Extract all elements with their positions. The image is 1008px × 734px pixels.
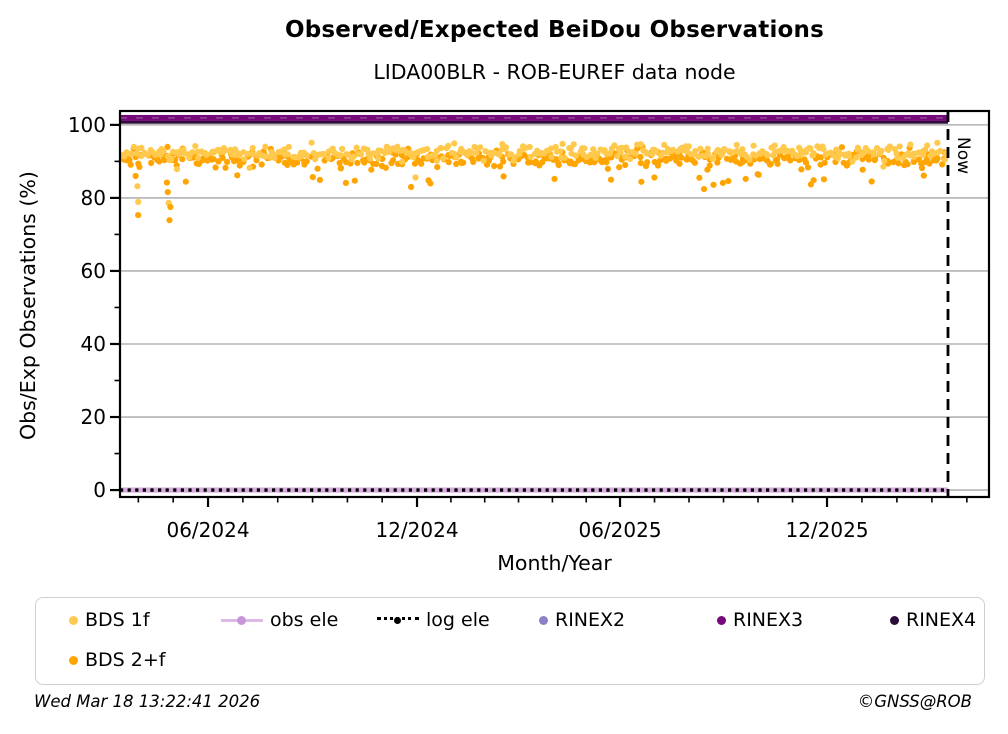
scatter-outliers xyxy=(132,172,927,224)
svg-text:60: 60 xyxy=(81,259,106,283)
legend-marker-dot-icon xyxy=(69,655,78,665)
now-label: Now xyxy=(953,137,973,174)
svg-text:80: 80 xyxy=(81,186,106,210)
chart-title: Observed/Expected BeiDou Observations xyxy=(284,17,824,43)
svg-text:0: 0 xyxy=(93,478,106,502)
legend-item-bds-1f: BDS 1f xyxy=(69,605,150,635)
legend-label: BDS 2+f xyxy=(85,649,166,671)
x-axis-ticks: 06/2024 12/2024 06/2025 12/2025 xyxy=(137,497,968,542)
legend-marker-line-dot-icon xyxy=(221,605,263,635)
legend-label: RINEX3 xyxy=(733,609,804,631)
series-rinex3 xyxy=(120,114,948,121)
legend-item-rinex3: RINEX3 xyxy=(717,605,803,635)
legend-item-rinex2: RINEX2 xyxy=(539,605,625,635)
y-axis-ticks: 0 20 40 60 80 100 xyxy=(68,113,120,502)
svg-text:20: 20 xyxy=(81,405,106,429)
legend-label: BDS 1f xyxy=(85,609,150,631)
series-rinex4 xyxy=(120,120,948,124)
plot-border xyxy=(118,109,991,499)
hline-series xyxy=(120,114,948,493)
legend-label: obs ele xyxy=(270,609,339,631)
svg-text:12/2024: 12/2024 xyxy=(375,518,458,542)
scatter-bds-1f xyxy=(120,139,950,173)
legend-label: RINEX4 xyxy=(906,609,977,631)
legend-marker-dot-icon xyxy=(717,615,726,625)
legend-marker-dot-icon xyxy=(539,615,548,625)
legend-item-bds-2-f: BDS 2+f xyxy=(69,645,165,675)
plot-timestamp: Wed Mar 18 13:22:41 2026 xyxy=(34,692,261,711)
legend-label: log ele xyxy=(426,609,490,631)
svg-text:06/2025: 06/2025 xyxy=(578,518,661,542)
legend-item-rinex4: RINEX4 xyxy=(890,605,976,635)
series-obs-ele xyxy=(120,487,948,493)
chart-legend: BDS 1f obs ele log ele RINEX2 RINEX3 RINEX4 B… xyxy=(35,597,985,685)
chart-plot-area: Now 0 20 40 60 80 100 06/2024 12/2024 06/2025 12/2… xyxy=(68,109,991,542)
legend-row-2: BDS 2+f xyxy=(36,645,984,675)
copyright-credit: ©GNSS@ROB xyxy=(857,692,972,711)
legend-label: RINEX2 xyxy=(555,609,626,631)
legend-row-1: BDS 1f obs ele log ele RINEX2 RINEX3 RINEX4 xyxy=(36,605,984,635)
x-axis-label: Month/Year xyxy=(497,551,612,575)
svg-text:12/2025: 12/2025 xyxy=(785,518,868,542)
svg-text:06/2024: 06/2024 xyxy=(166,518,249,542)
svg-text:100: 100 xyxy=(68,113,106,137)
chart-subtitle: LIDA00BLR - ROB-EUREF data node xyxy=(373,60,736,84)
legend-item-obs-ele: obs ele xyxy=(221,605,338,635)
legend-marker-dot-icon xyxy=(890,615,899,625)
legend-marker-dot-icon xyxy=(69,615,78,625)
svg-text:40: 40 xyxy=(81,332,106,356)
legend-item-log-ele: log ele xyxy=(377,605,490,635)
legend-marker-dotted-line-icon xyxy=(377,605,419,635)
